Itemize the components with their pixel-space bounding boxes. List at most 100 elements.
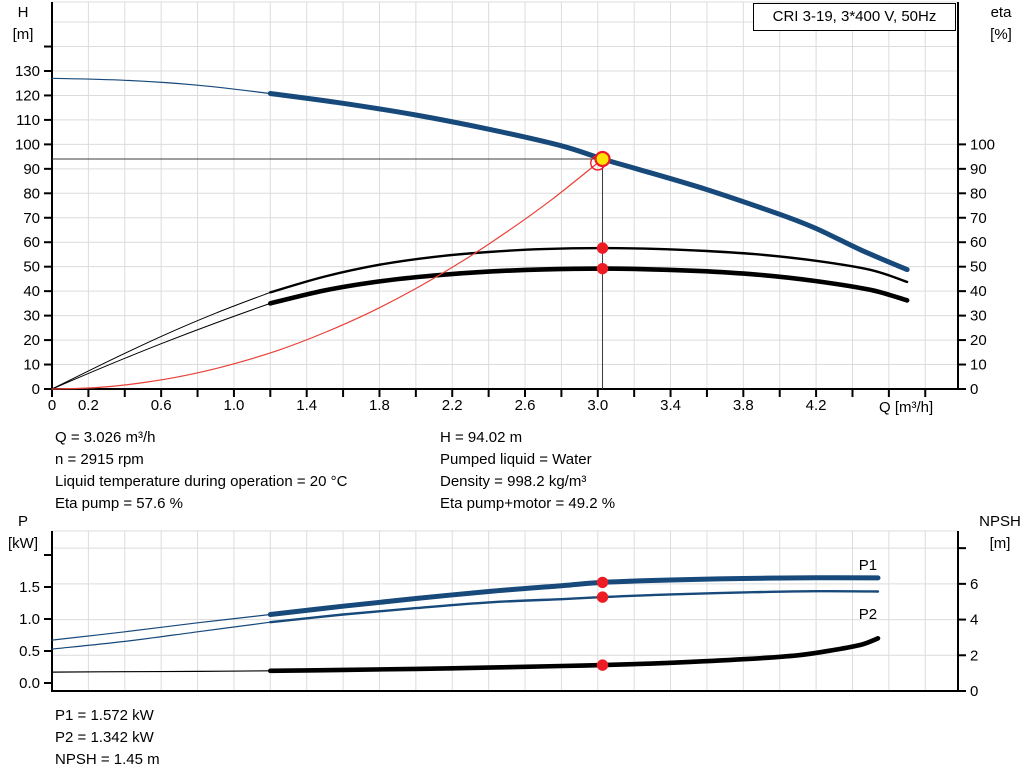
left-tick-label: 130 — [15, 63, 40, 80]
left-tick-label: 110 — [16, 112, 40, 129]
right-tick-label: 70 — [970, 210, 987, 227]
duty-info-n: n = 2915 rpm — [55, 451, 144, 468]
eta-axis-unit: [%] — [990, 26, 1012, 43]
left-tick-label: 70 — [23, 210, 40, 227]
npsh-curve — [51, 636, 881, 674]
left-tick-label: 1.0 — [19, 611, 40, 628]
right-tick-label: 20 — [970, 332, 987, 349]
npsh-curve-thin — [51, 670, 271, 673]
eta-pump-curve — [51, 246, 909, 390]
right-tick-label: 80 — [970, 185, 987, 202]
right-tick-label: 6 — [970, 576, 978, 593]
x-tick-label: 4.2 — [806, 397, 827, 414]
eta-pump-motor-curve-thin — [51, 302, 271, 390]
p2-dot — [596, 591, 609, 603]
right-tick-label: 30 — [970, 308, 987, 325]
x-tick-label: 3.4 — [660, 397, 681, 414]
left-tick-label: 120 — [15, 87, 40, 104]
p1-curve — [51, 575, 881, 641]
h-axis-title: H — [17, 4, 29, 21]
duty-info-temp: Liquid temperature during operation = 20… — [55, 473, 348, 490]
p2-curve-thin — [51, 621, 271, 650]
left-tick-label: 100 — [15, 136, 40, 153]
x-tick-label: 2.2 — [442, 397, 463, 414]
duty-info-left: Q = 3.026 m³/h n = 2915 rpm Liquid tempe… — [55, 427, 347, 515]
left-tick-label: 0.5 — [19, 643, 40, 660]
right-tick-label: 2 — [970, 647, 978, 664]
eta-pump-dot — [596, 242, 609, 254]
p1-curve-thin — [51, 613, 271, 641]
duty-info-liquid: Pumped liquid = Water — [440, 451, 592, 468]
actual-duty-point — [594, 150, 611, 168]
p1-dot — [596, 576, 609, 589]
left-tick-label: 50 — [23, 259, 40, 276]
power-info-npsh: NPSH = 1.45 m — [55, 751, 160, 768]
duty-info-h: H = 94.02 m — [440, 429, 523, 446]
eta-pump-motor-dot — [596, 262, 609, 275]
right-tick-label: 0 — [970, 683, 978, 700]
left-tick-label: 10 — [23, 357, 40, 374]
curve-label-p1: P1 — [859, 557, 877, 574]
x-tick-label: 3.8 — [733, 397, 754, 414]
left-tick-label: 20 — [23, 332, 40, 349]
system-curve — [51, 158, 604, 390]
x-tick-label: 2.6 — [515, 397, 536, 414]
power-info-p2: P2 = 1.342 kW — [55, 729, 154, 746]
qh-eta-chart: 0 10 20 30 40 50 60 70 80 90 100 110 120 130 0 10 20 30 40… — [15, 1, 995, 414]
power-npsh-chart: 0.0 0.5 1.0 1.5 0 2 4 6 P1 P2 — [19, 530, 978, 700]
power-npsh-chart-axes — [51, 531, 959, 692]
npsh-curve-thick — [268, 636, 881, 674]
p2-curve — [51, 589, 880, 650]
npsh-axis-title: NPSH — [979, 513, 1021, 530]
right-tick-label: 50 — [970, 259, 987, 276]
h-axis-unit: [m] — [12, 26, 34, 43]
x-tick-label: 1.0 — [223, 397, 244, 414]
right-tick-label: 60 — [970, 234, 987, 251]
power-info: P1 = 1.572 kW P2 = 1.342 kW NPSH = 1.45 … — [55, 705, 160, 771]
duty-info-q: Q = 3.026 m³/h — [55, 429, 156, 446]
left-tick-label: 80 — [23, 185, 40, 202]
right-tick-label: 10 — [970, 357, 987, 374]
right-tick-label: 100 — [970, 136, 995, 153]
q-axis-label: Q [m³/h] — [879, 399, 934, 416]
right-tick-label: 40 — [970, 283, 987, 300]
p2-curve-thick — [269, 589, 880, 624]
x-tick-label: 0.6 — [151, 397, 172, 414]
duty-info-right: H = 94.02 m Pumped liquid = Water Densit… — [440, 427, 615, 515]
eta-pump-motor-curve — [51, 266, 910, 390]
left-tick-label: 0 — [32, 381, 40, 398]
x-tick-label: 1.4 — [296, 397, 317, 414]
duty-info-eta-total: Eta pump+motor = 49.2 % — [440, 495, 616, 512]
x-tick-label: 1.8 — [369, 397, 390, 414]
left-tick-label: 90 — [23, 161, 40, 178]
qh-eta-chart-grid — [52, 1, 958, 389]
power-info-p1: P1 = 1.572 kW — [55, 707, 154, 724]
p-axis-unit: [kW] — [8, 535, 38, 552]
pump-title-box: CRI 3-19, 3*400 V, 50Hz — [753, 3, 956, 31]
eta-pump-curve-thin — [51, 291, 271, 390]
npsh-axis-unit: [m] — [989, 535, 1011, 552]
left-tick-label: 30 — [23, 308, 40, 325]
right-tick-label: 4 — [970, 612, 978, 629]
left-tick-label: 40 — [23, 283, 40, 300]
x-tick-label: 0 — [48, 397, 56, 414]
h-curve — [51, 77, 910, 273]
eta-axis-title: eta — [990, 4, 1012, 21]
x-tick-label: 0.2 — [78, 397, 99, 414]
npsh-dot — [596, 659, 609, 671]
x-tick-label: 3.0 — [587, 397, 608, 414]
h-curve-thick — [267, 91, 910, 273]
h-curve-thin — [51, 77, 271, 95]
p1-curve-thick — [267, 575, 881, 617]
right-tick-label: 90 — [970, 161, 987, 178]
eta-pump-motor-curve-thick — [268, 266, 910, 306]
qh-eta-chart-axes — [51, 2, 959, 390]
left-tick-label: 1.5 — [19, 579, 40, 596]
left-tick-label: 0.0 — [19, 675, 40, 692]
right-tick-label: 0 — [970, 381, 978, 398]
p-axis-title: P — [17, 513, 28, 530]
curve-label-p2: P2 — [859, 606, 877, 623]
left-tick-label: 60 — [23, 234, 40, 251]
